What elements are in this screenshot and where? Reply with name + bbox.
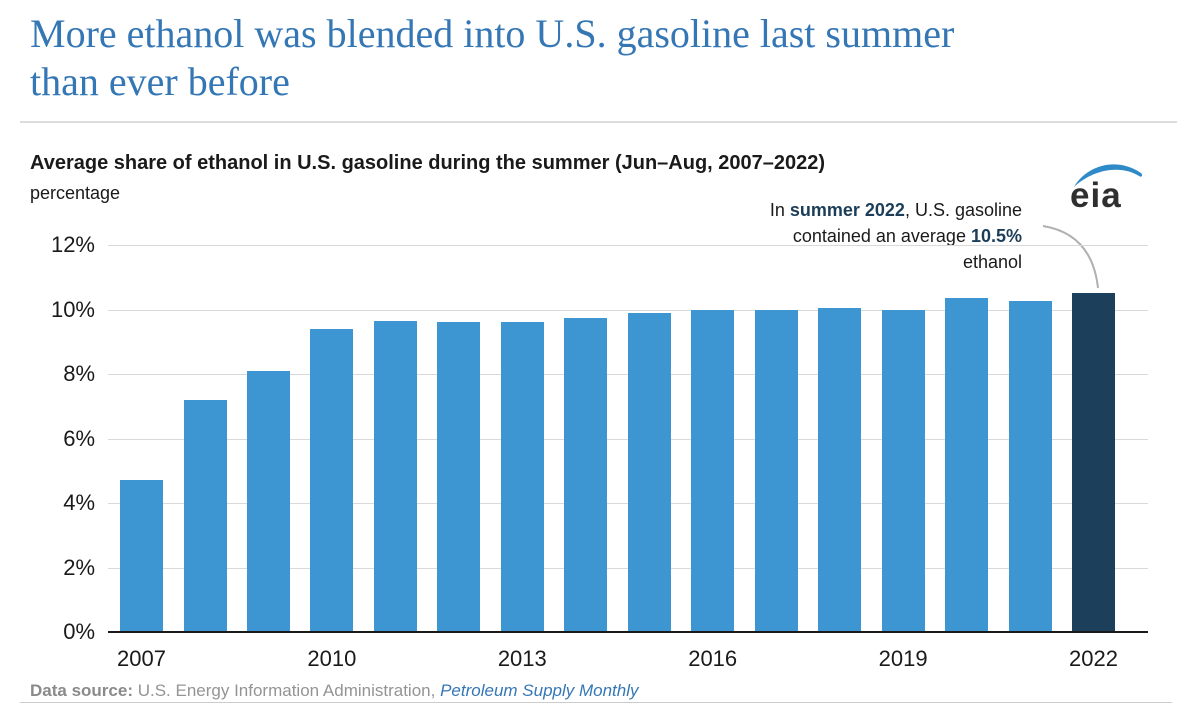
bar-2017 <box>754 309 798 632</box>
y-tick-4: 4% <box>63 490 95 515</box>
x-tick-2007: 2007 <box>117 646 166 671</box>
annotation-bold-value: 10.5% <box>970 226 1022 246</box>
bar-2013 <box>500 322 544 632</box>
eia-swoosh-icon <box>1074 164 1143 187</box>
y-tick-10: 10% <box>50 296 95 322</box>
bar-2010 <box>310 328 354 632</box>
chart-subtitle: Average share of ethanol in U.S. gasolin… <box>30 152 826 174</box>
bar-2014 <box>564 317 608 632</box>
bar-2020 <box>945 298 989 632</box>
gridline-10pct <box>108 309 1148 311</box>
bar-2007 <box>120 480 163 632</box>
eia-logo-text: eia <box>1070 176 1122 215</box>
y-tick-12: 12% <box>50 232 95 257</box>
bar-2018 <box>818 307 862 632</box>
data-source-text: U.S. Energy Information Administration, <box>132 681 441 700</box>
x-tick-2013: 2013 <box>497 646 547 671</box>
bar-2012 <box>437 322 481 632</box>
bar-2009 <box>246 370 290 632</box>
y-tick-0: 0% <box>63 619 95 644</box>
annotation-line-3: ethanol <box>962 252 1022 272</box>
bottom-divider <box>20 702 1172 703</box>
annotation-bold-summer-2022: summer 2022 <box>789 200 905 220</box>
page-title-line1: More ethanol was blended into U.S. gasol… <box>30 11 955 56</box>
bar-2021 <box>1008 301 1052 632</box>
bar-2008 <box>183 399 227 632</box>
page-title: More ethanol was blended into U.S. gasol… <box>30 10 1180 106</box>
x-axis-line <box>108 631 1148 633</box>
title-divider <box>20 121 1177 123</box>
x-tick-2016: 2016 <box>688 646 738 671</box>
data-source-note: Data source: U.S. Energy Information Adm… <box>30 681 639 701</box>
x-tick-2019: 2019 <box>878 646 928 671</box>
bar-2015 <box>627 312 671 632</box>
bar-2022 <box>1072 293 1115 632</box>
chart-annotation: In summer 2022, U.S. gasoline contained … <box>692 197 1022 275</box>
annotation-line-1: In summer 2022, U.S. gasoline <box>769 200 1022 220</box>
x-tick-2010: 2010 <box>307 646 357 671</box>
y-tick-2: 2% <box>63 554 95 580</box>
data-source-publication: Petroleum Supply Monthly <box>440 681 639 700</box>
bar-2016 <box>691 309 735 632</box>
page-title-line2: than ever before <box>30 59 290 104</box>
y-tick-6: 6% <box>63 425 95 451</box>
chart-unit-label: percentage <box>30 183 121 203</box>
data-source-label: Data source: <box>30 681 133 700</box>
annotation-line-2: contained an average 10.5% <box>792 226 1022 246</box>
gridline-12pct <box>108 245 1148 246</box>
bar-2019 <box>881 309 925 632</box>
annotation-callout-arc <box>1042 225 1099 289</box>
y-tick-8: 8% <box>63 361 95 386</box>
bar-2011 <box>373 320 417 632</box>
x-tick-2022: 2022 <box>1069 646 1118 671</box>
eia-logo: eia <box>1068 160 1146 218</box>
